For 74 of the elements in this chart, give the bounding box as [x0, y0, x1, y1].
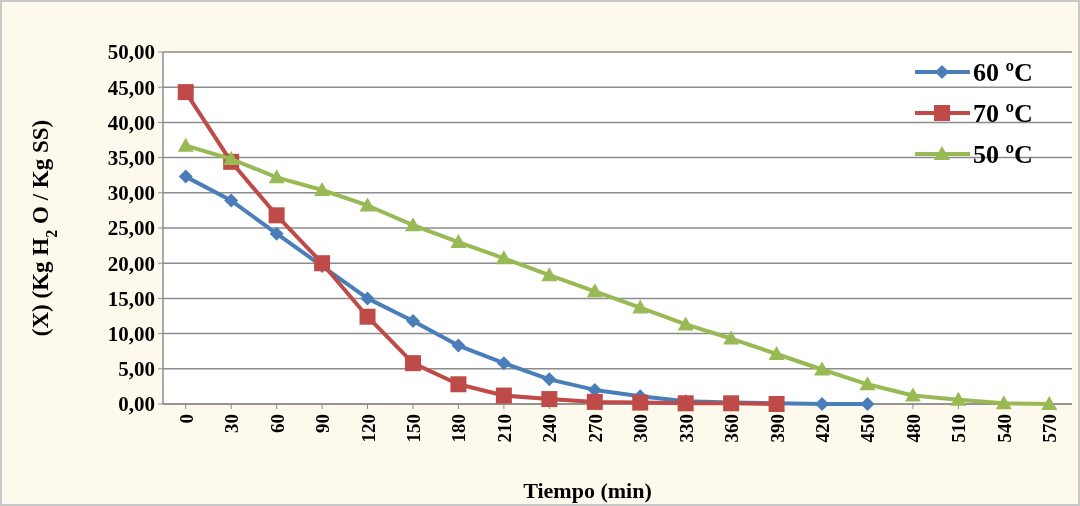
point	[269, 226, 284, 241]
x-tick-label: 510	[948, 414, 970, 443]
x-tick-label: 450	[857, 414, 879, 443]
x-tick-label: 360	[721, 414, 743, 443]
x-tick-label: 240	[539, 414, 561, 443]
x-tick-label: 210	[493, 414, 515, 443]
point	[586, 393, 603, 410]
x-tick-label: 90	[312, 414, 334, 433]
point	[404, 217, 421, 232]
y-tick-label: 10,00	[107, 321, 155, 346]
point	[359, 197, 376, 212]
x-axis-title: Tiempo (min)	[523, 478, 652, 503]
legend-label: 50 ºC	[973, 140, 1033, 170]
point	[768, 346, 785, 361]
y-tick-label: 35,00	[107, 145, 155, 170]
x-tick-label: 180	[448, 414, 470, 443]
y-tick-label: 0,00	[118, 392, 155, 417]
y-tick-label: 15,00	[107, 286, 155, 311]
point	[223, 151, 240, 166]
x-tick-label: 30	[221, 414, 243, 433]
point	[995, 395, 1012, 410]
point	[268, 207, 285, 224]
point	[268, 169, 285, 184]
point	[359, 308, 376, 325]
point	[177, 84, 194, 101]
point	[404, 355, 421, 372]
point	[586, 283, 603, 298]
point	[495, 387, 512, 404]
point	[450, 234, 467, 249]
point	[632, 299, 649, 314]
point	[950, 391, 967, 406]
x-tick-label: 390	[766, 414, 788, 443]
point	[860, 397, 875, 411]
x-tick-label: 540	[993, 414, 1015, 443]
point	[177, 137, 194, 152]
x-tick-label: 480	[902, 414, 924, 443]
point	[632, 394, 649, 411]
y-tick-label: 45,00	[107, 75, 155, 100]
point	[496, 356, 511, 371]
x-tick-label: 150	[402, 414, 424, 443]
y-tick-label: 40,00	[107, 110, 155, 135]
point	[405, 313, 420, 328]
x-tick-label: 300	[630, 414, 652, 443]
point	[314, 255, 331, 272]
point	[495, 250, 512, 265]
x-tick-label: 270	[584, 414, 606, 443]
point	[450, 376, 467, 393]
point	[859, 376, 876, 391]
y-tick-label: 30,00	[107, 181, 155, 206]
legend-label: 70 ºC	[973, 99, 1033, 129]
y-tick-label: 20,00	[107, 251, 155, 276]
point	[904, 387, 921, 402]
point	[677, 316, 694, 331]
point	[541, 391, 558, 408]
x-tick-label: 570	[1039, 414, 1061, 443]
x-tick-label: 330	[675, 414, 697, 443]
point	[542, 372, 557, 387]
x-tick-label: 120	[357, 414, 379, 443]
point	[224, 193, 239, 208]
point	[814, 361, 831, 376]
point	[1041, 396, 1058, 410]
x-tick-label: 60	[266, 414, 288, 433]
x-tick-label: 0	[175, 414, 197, 424]
point	[314, 181, 331, 196]
y-tick-label: 5,00	[118, 357, 155, 382]
y-tick-label: 25,00	[107, 216, 155, 241]
legend-label: 60 ºC	[973, 58, 1033, 88]
point	[360, 291, 375, 306]
point	[178, 169, 193, 184]
point	[723, 330, 740, 345]
point	[541, 267, 558, 282]
point	[451, 338, 466, 353]
y-tick-label: 50,00	[107, 40, 155, 65]
x-tick-label: 420	[812, 414, 834, 443]
